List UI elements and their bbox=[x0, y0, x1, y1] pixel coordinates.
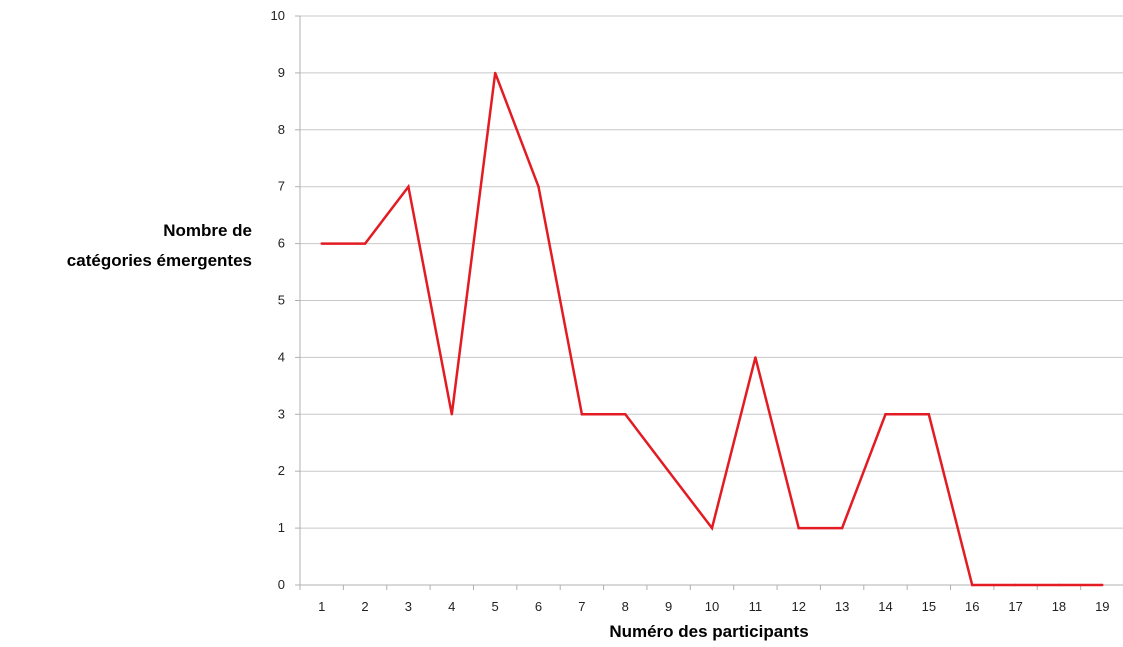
data-point bbox=[927, 413, 931, 416]
x-tick-label: 18 bbox=[1052, 599, 1066, 614]
y-tick-label: 4 bbox=[278, 349, 285, 364]
y-tick-label: 10 bbox=[271, 8, 285, 23]
data-point bbox=[667, 470, 670, 473]
data-point bbox=[624, 413, 627, 416]
data-point bbox=[840, 526, 844, 530]
data-point bbox=[797, 526, 800, 530]
data-point bbox=[754, 356, 757, 359]
data-point bbox=[493, 71, 497, 75]
y-axis: 0 1 2 3 4 5 6 7 8 9 10 bbox=[271, 8, 301, 592]
x-tick-label: 8 bbox=[622, 599, 629, 614]
y-tick-label: 2 bbox=[278, 463, 285, 478]
x-tick-label: 10 bbox=[705, 599, 719, 614]
y-tick-label: 5 bbox=[278, 293, 285, 308]
data-point bbox=[407, 185, 410, 188]
x-tick-label: 13 bbox=[835, 599, 849, 614]
x-tick-label: 1 bbox=[318, 599, 325, 614]
y-tick-label: 8 bbox=[278, 122, 285, 137]
y-axis-title: Nombre de catégories émergentes bbox=[0, 216, 252, 276]
x-tick-label: 19 bbox=[1095, 599, 1109, 614]
y-axis-title-line-2: catégories émergentes bbox=[66, 251, 252, 270]
data-point bbox=[1101, 583, 1104, 587]
data-point bbox=[971, 583, 974, 587]
x-tick-label: 12 bbox=[792, 599, 806, 614]
x-tick-label: 14 bbox=[878, 599, 892, 614]
y-tick-label: 9 bbox=[278, 65, 285, 80]
y-tick-label: 7 bbox=[278, 179, 285, 194]
y-tick-label: 3 bbox=[278, 406, 285, 421]
data-point bbox=[884, 413, 887, 416]
x-tick-label: 2 bbox=[361, 599, 368, 614]
x-tick-label: 15 bbox=[922, 599, 936, 614]
x-tick-label: 6 bbox=[535, 599, 542, 614]
y-tick-label: 1 bbox=[278, 520, 285, 535]
data-point bbox=[320, 242, 323, 245]
x-axis: 1 2 3 4 5 6 7 8 9 10 11 12 13 14 15 16 17 18 19 bbox=[299, 584, 1123, 614]
data-point bbox=[450, 413, 453, 416]
x-tick-label: 5 bbox=[492, 599, 499, 614]
data-point bbox=[710, 526, 714, 530]
series-line bbox=[321, 72, 1103, 587]
x-tick-label: 9 bbox=[665, 599, 672, 614]
x-tick-label: 11 bbox=[749, 599, 763, 614]
x-axis-title: Numéro des participants bbox=[609, 622, 809, 641]
gridlines bbox=[300, 15, 1123, 529]
x-tick-label: 4 bbox=[448, 599, 455, 614]
y-tick-label: 6 bbox=[278, 236, 285, 251]
data-point bbox=[537, 185, 540, 188]
x-tick-label: 16 bbox=[965, 599, 979, 614]
series-group bbox=[320, 71, 1104, 587]
data-point bbox=[1014, 583, 1017, 587]
data-point bbox=[363, 242, 367, 245]
data-point bbox=[580, 413, 584, 416]
data-point bbox=[1057, 583, 1061, 587]
x-tick-label: 3 bbox=[405, 599, 412, 614]
x-tick-label: 7 bbox=[578, 599, 585, 614]
x-tick-label: 17 bbox=[1008, 599, 1022, 614]
y-tick-label: 0 bbox=[278, 577, 285, 592]
y-axis-title-line-1: Nombre de bbox=[163, 221, 252, 240]
